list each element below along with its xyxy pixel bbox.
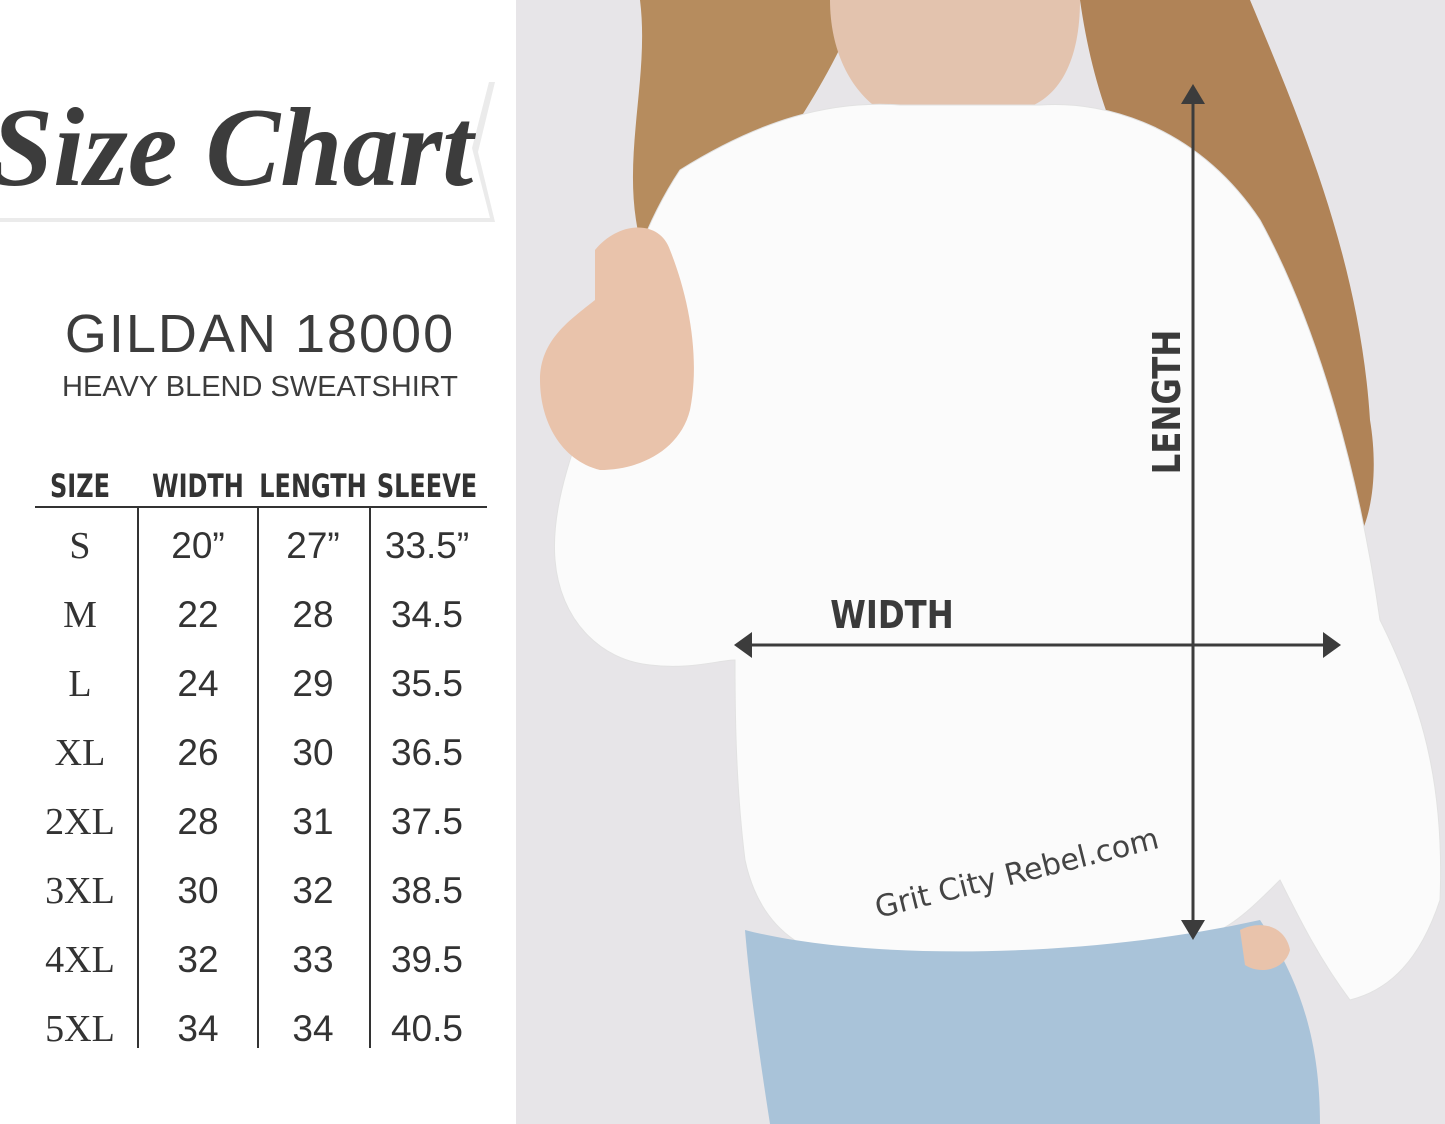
- photo: [516, 0, 1445, 1124]
- value-cell: 38.5: [391, 870, 463, 911]
- value-cell: 39.5: [391, 939, 463, 980]
- value-cell: 32: [177, 939, 218, 980]
- value-cell: 32: [292, 870, 333, 911]
- column-header: WIDTH: [152, 468, 244, 505]
- measure-arrows: [734, 84, 1341, 940]
- size-cell: S: [69, 525, 90, 567]
- size-cell: M: [63, 594, 97, 636]
- value-cell: 24: [177, 663, 218, 704]
- width-label: WIDTH: [830, 594, 953, 638]
- column-header: LENGTH: [259, 468, 366, 505]
- value-cell: 31: [292, 801, 333, 842]
- size-cell: L: [68, 663, 91, 705]
- size-cell: 4XL: [45, 939, 115, 981]
- value-cell: 34: [292, 1008, 333, 1049]
- size-table: SIZE WIDTH LENGTH SLEEVE S 20” 27” 33.5” M 22 28 34…: [45, 468, 477, 1050]
- subtitle: HEAVY BLEND SWEATSHIRT: [62, 371, 458, 403]
- title: Size Chart: [0, 86, 476, 210]
- value-cell: 26: [177, 732, 218, 773]
- value-cell: 20”: [171, 525, 224, 566]
- value-cell: 30: [292, 732, 333, 773]
- value-cell: 34: [177, 1008, 218, 1049]
- size-cell: XL: [55, 732, 106, 774]
- banner: [0, 78, 490, 218]
- column-header: SIZE: [50, 468, 110, 505]
- value-cell: 28: [177, 801, 218, 842]
- value-cell: 33: [292, 939, 333, 980]
- model: GILDAN 18000: [65, 304, 455, 364]
- value-cell: 37.5: [391, 801, 463, 842]
- value-cell: 34.5: [391, 594, 463, 635]
- value-cell: 30: [177, 870, 218, 911]
- value-cell: 22: [177, 594, 218, 635]
- value-cell: 35.5: [391, 663, 463, 704]
- value-cell: 27”: [286, 525, 339, 566]
- value-cell: 28: [292, 594, 333, 635]
- value-cell: 40.5: [391, 1008, 463, 1049]
- value-cell: 33.5”: [385, 525, 469, 566]
- value-cell: 29: [292, 663, 333, 704]
- size-cell: 5XL: [45, 1008, 115, 1050]
- length-label: LENGTH: [1146, 330, 1190, 475]
- value-cell: 36.5: [391, 732, 463, 773]
- column-header: SLEEVE: [377, 468, 477, 505]
- size-cell: 3XL: [45, 870, 115, 912]
- size-cell: 2XL: [45, 801, 115, 843]
